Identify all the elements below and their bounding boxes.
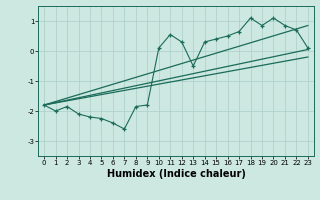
X-axis label: Humidex (Indice chaleur): Humidex (Indice chaleur) (107, 169, 245, 179)
